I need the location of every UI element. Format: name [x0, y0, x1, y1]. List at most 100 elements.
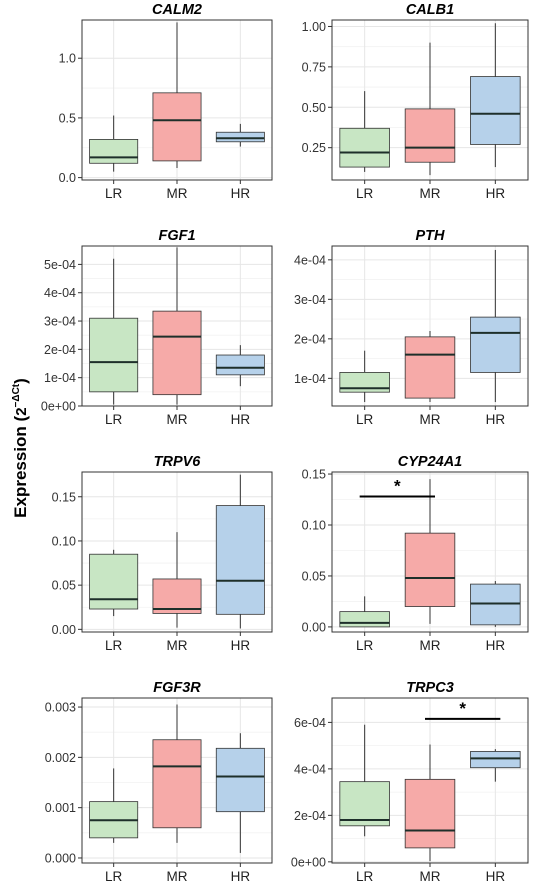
box-hr: [215, 733, 265, 853]
x-tick-label: MR: [167, 186, 188, 201]
panel-title: FGF3R: [153, 680, 201, 696]
y-tick-label: 4e-04: [294, 253, 326, 267]
iqr-box: [152, 92, 202, 162]
y-tick-label: 0.000: [45, 851, 76, 865]
significance-label: *: [459, 699, 466, 718]
y-tick-label: 2e-04: [44, 343, 76, 357]
y-tick-label: 0.15: [302, 468, 326, 482]
y-tick-label: 0.001: [45, 801, 76, 815]
panel-calm2: 0.0 0.5 1.0 LR MR HR CALM2: [59, 2, 273, 201]
box-mr: [404, 42, 456, 176]
x-tick-label: HR: [231, 186, 251, 201]
x-tick-label: HR: [486, 412, 506, 427]
iqr-box: [215, 131, 265, 143]
panel-trpc3: * 0e+00 2e-04 4e-04 6e-04 LR MR HR TRPC3: [291, 680, 529, 884]
panel-fgf1: 0e+00 1e-04 2e-04 3e-04 4e-04 5e-04 LR MR HR FGF1: [41, 228, 273, 427]
box-lr: [89, 768, 139, 843]
box-lr: [89, 549, 139, 617]
y-tick-label: 3e-04: [294, 293, 326, 307]
svg-text:Expression (2−ΔCt): Expression (2−ΔCt): [11, 378, 30, 518]
box-lr: [339, 724, 390, 837]
box-hr: [215, 123, 265, 147]
box-mr: [404, 330, 456, 403]
box-lr: [339, 596, 390, 628]
x-tick-label: MR: [167, 638, 188, 653]
iqr-box: [152, 739, 202, 829]
x-tick-label: LR: [356, 412, 374, 427]
box-mr: [152, 704, 202, 843]
x-tick-label: LR: [105, 638, 123, 653]
panel-title: CALM2: [152, 2, 202, 18]
box-hr: [470, 749, 521, 782]
x-tick-label: MR: [420, 412, 441, 427]
box-lr: [339, 91, 390, 172]
x-tick-label: HR: [486, 638, 506, 653]
y-tick-label: 0e+00: [291, 855, 326, 869]
iqr-box: [470, 583, 521, 626]
x-tick-label: HR: [486, 869, 506, 884]
box-hr: [470, 249, 521, 403]
iqr-box: [89, 139, 139, 164]
y-tick-label: 6e-04: [294, 716, 326, 730]
y-tick-label: 0.25: [302, 141, 326, 155]
box-hr: [470, 23, 521, 168]
panel-trpv6: 0.00 0.05 0.10 0.15 LR MR HR TRPV6: [52, 454, 273, 653]
y-tick-label: 4e-04: [44, 286, 76, 300]
iqr-box: [215, 747, 265, 813]
panel-cyp24a1: * 0.00 0.05 0.10 0.15 LR MR HR CYP24A1: [302, 454, 529, 653]
iqr-box: [404, 108, 456, 163]
x-tick-label: LR: [356, 869, 374, 884]
box-lr: [89, 258, 139, 405]
box-hr: [215, 474, 265, 629]
x-tick-label: MR: [420, 186, 441, 201]
panel-title: TRPC3: [406, 680, 454, 696]
y-tick-label: 0e+00: [41, 400, 76, 414]
iqr-box: [89, 553, 139, 610]
y-axis-label-close: ): [11, 378, 30, 384]
y-tick-label: 2e-04: [294, 809, 326, 823]
iqr-box: [339, 611, 390, 628]
iqr-box: [404, 336, 456, 399]
box-lr: [89, 115, 139, 172]
x-tick-label: LR: [356, 186, 374, 201]
x-tick-label: LR: [105, 412, 123, 427]
y-tick-label: 3e-04: [44, 315, 76, 329]
x-tick-label: LR: [356, 638, 374, 653]
x-tick-label: MR: [167, 869, 188, 884]
y-tick-label: 0.5: [59, 111, 76, 125]
y-tick-label: 1e-04: [294, 372, 326, 386]
box-mr: [152, 22, 202, 169]
y-tick-label: 0.10: [302, 518, 326, 532]
y-tick-label: 0.002: [45, 751, 76, 765]
x-tick-label: MR: [420, 638, 441, 653]
y-tick-label: 0.0: [59, 171, 76, 185]
iqr-box: [152, 310, 202, 396]
y-tick-label: 1.00: [302, 20, 326, 34]
box-hr: [470, 581, 521, 627]
y-tick-label: 0.50: [302, 101, 326, 115]
panel-title: CALB1: [406, 2, 454, 18]
box-mr: [404, 744, 456, 862]
y-tick-label: 0.05: [302, 569, 326, 583]
panel-title: CYP24A1: [398, 454, 462, 470]
iqr-box: [215, 354, 265, 376]
panel-calb1: 0.25 0.50 0.75 1.00 LR MR HR CALB1: [302, 2, 529, 201]
significance-label: *: [394, 476, 401, 495]
x-tick-label: LR: [105, 186, 123, 201]
y-tick-label: 0.05: [52, 579, 76, 593]
y-axis-label: Expression (2−ΔCt): [11, 378, 30, 518]
y-tick-label: 0.10: [52, 534, 76, 548]
box-lr: [339, 350, 390, 403]
iqr-box: [470, 751, 521, 769]
panel-title: PTH: [416, 228, 446, 244]
y-tick-label: 0.15: [52, 490, 76, 504]
x-tick-label: HR: [231, 869, 251, 884]
y-axis-label-base: 2: [13, 407, 30, 415]
iqr-box: [152, 578, 202, 614]
y-tick-label: 2e-04: [294, 332, 326, 346]
panel-fgf3r: 0.000 0.001 0.002 0.003 LR MR HR FGF3R: [45, 680, 273, 884]
x-tick-label: LR: [105, 869, 123, 884]
panel-title: TRPV6: [154, 454, 202, 470]
y-tick-label: 0.75: [302, 60, 326, 74]
